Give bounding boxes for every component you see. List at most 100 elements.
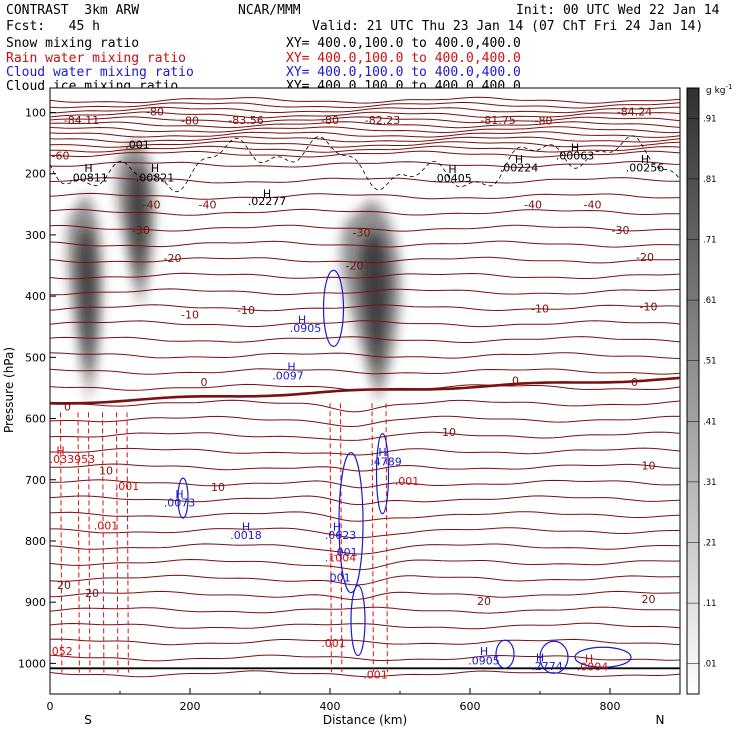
cloud-water-contour-3 — [350, 584, 366, 657]
rain-contour-2-1 — [126, 412, 129, 673]
temperature-label-30: 10 — [442, 426, 456, 439]
temperature-label-22: -10 — [531, 302, 549, 315]
annotation-43: .052 — [48, 645, 73, 658]
annotation-27: H — [378, 446, 386, 459]
annotation-22: .0018 — [230, 529, 262, 542]
temperature-label-12: -40 — [524, 198, 542, 211]
isotherm-31 — [49, 463, 681, 472]
temperature-label-18: -20 — [346, 260, 364, 273]
isotherm-21 — [49, 304, 681, 312]
snow-plumes — [66, 136, 401, 404]
y-tick-label-3: 400 — [25, 290, 46, 303]
rain-contour-2-0 — [116, 412, 119, 673]
annotation-17: H — [287, 361, 295, 374]
temperature-label-5: -82.23 — [365, 114, 400, 127]
model-title: CONTRAST 3km ARW — [6, 3, 140, 18]
isotherm-29 — [49, 431, 681, 441]
snow-plume-core-2 — [359, 228, 390, 379]
cloud-ice-outline — [49, 135, 681, 193]
temperature-label-11: -40 — [199, 198, 217, 211]
colorbar-unit-exp: -1 — [726, 83, 733, 91]
isotherm-44 — [49, 670, 681, 678]
isotherm-28 — [49, 415, 681, 428]
colorbar-label-6: .61 — [703, 296, 717, 306]
temperature-label-4: -80 — [321, 114, 339, 127]
annotation-0: H — [84, 162, 92, 175]
y-axis-label: Pressure (hPa) — [2, 347, 16, 433]
isotherm-42 — [49, 638, 681, 646]
isotherm-22 — [49, 320, 681, 328]
annotation-24: .0623 — [325, 529, 357, 542]
legend-snow-xy: XY= 400.0,100.0 to 400.0,400.0 — [286, 36, 521, 51]
legend-cloud-xy: XY= 400.0,100.0 to 400.0,400.0 — [286, 65, 521, 80]
isotherm-38 — [49, 574, 681, 586]
isotherm-5 — [49, 121, 681, 129]
temperature-label-3: -83.56 — [228, 114, 263, 127]
temperature-label-8: -84.24 — [617, 105, 652, 118]
temperature-label-24: 0 — [64, 400, 71, 413]
x-axis-label: Distance (km) — [323, 713, 407, 727]
isotherm-2 — [49, 106, 680, 114]
isotherm-30 — [50, 447, 681, 456]
annotation-4: .001 — [125, 138, 150, 151]
temperature-label-31: 10 — [642, 460, 656, 473]
temperature-label-27: 0 — [631, 376, 638, 389]
annotation-29: H — [480, 645, 488, 658]
annotation-41: .001 — [321, 637, 346, 650]
cloud-ice-contour — [49, 135, 681, 193]
colorbar: .01 .11 .21 .31 .41 .51 .61 .71 .81 .91 — [686, 87, 717, 695]
annotation-19: H — [175, 488, 183, 501]
y-tick-label-2: 300 — [25, 229, 46, 242]
isotherm-36 — [49, 543, 681, 555]
rain-contour-4-1 — [385, 403, 388, 673]
snow-plume-core-1 — [128, 162, 148, 288]
temperature-label-20: -10 — [181, 308, 199, 321]
x-tick-label-4: 800 — [600, 700, 621, 713]
isotherm-6 — [49, 126, 681, 134]
rain-water-contours — [60, 403, 388, 673]
annotation-31: H — [536, 651, 544, 664]
temperature-label-23: -10 — [640, 301, 658, 314]
x-axis: 0 200 400 600 800 — [47, 688, 621, 713]
isotherm-12 — [49, 160, 681, 168]
annotation-11: H — [571, 141, 579, 154]
north-label: N — [656, 713, 665, 727]
colorbar-label-2: .21 — [703, 539, 717, 549]
isotherm-37 — [49, 558, 681, 571]
cloud-water-contour-2 — [338, 452, 364, 594]
temperature-label-25: 0 — [201, 376, 208, 389]
annotation-40: .1004 — [325, 551, 357, 564]
temperature-labels: -84.11 -80 -80 -83.56 -80 -82.23 -81.75 -80 -84.… — [52, 105, 658, 608]
temperature-label-2: -80 — [181, 114, 199, 127]
y-axis: 100 200 300 400 500 600 700 800 900 1000 — [18, 106, 56, 670]
cloud-water-contour-1 — [375, 433, 390, 515]
annotation-33: H — [585, 652, 593, 665]
isotherm-9 — [49, 140, 681, 148]
temperature-label-35: 20 — [642, 593, 656, 606]
annotation-26: .001 — [326, 572, 351, 585]
annotation-10: .00224 — [500, 162, 539, 175]
temperature-label-0: -84.11 — [64, 114, 99, 127]
annotation-35: H — [56, 444, 64, 457]
x-tick-label-3: 600 — [460, 700, 481, 713]
cloud-water-contour-5 — [574, 646, 632, 668]
rain-contour-1-0 — [88, 412, 91, 673]
isotherm-18 — [49, 256, 681, 264]
isotherm-8 — [49, 136, 681, 143]
annotation-38: .001 — [94, 520, 119, 533]
init-time: Init: 00 UTC Wed 22 Jan 14 — [516, 3, 720, 18]
annotation-8: .00405 — [433, 172, 472, 185]
annotation-12: .00063 — [556, 149, 595, 162]
annotation-9: H — [515, 153, 523, 166]
temperature-label-13: -40 — [584, 198, 602, 211]
isotherm-20 — [49, 288, 681, 296]
extrema-annotations: H.00811H.00821.001H.02277H.00405H.00224H… — [48, 138, 664, 681]
isotherm-19 — [49, 272, 681, 280]
temperature-label-15: -30 — [353, 226, 371, 239]
colorbar-label-7: .71 — [703, 236, 717, 246]
y-tick-label-7: 800 — [25, 535, 46, 548]
org-label: NCAR/MMM — [238, 3, 301, 18]
annotation-34: .0004 — [577, 660, 609, 673]
isotherm-24 — [49, 352, 681, 359]
